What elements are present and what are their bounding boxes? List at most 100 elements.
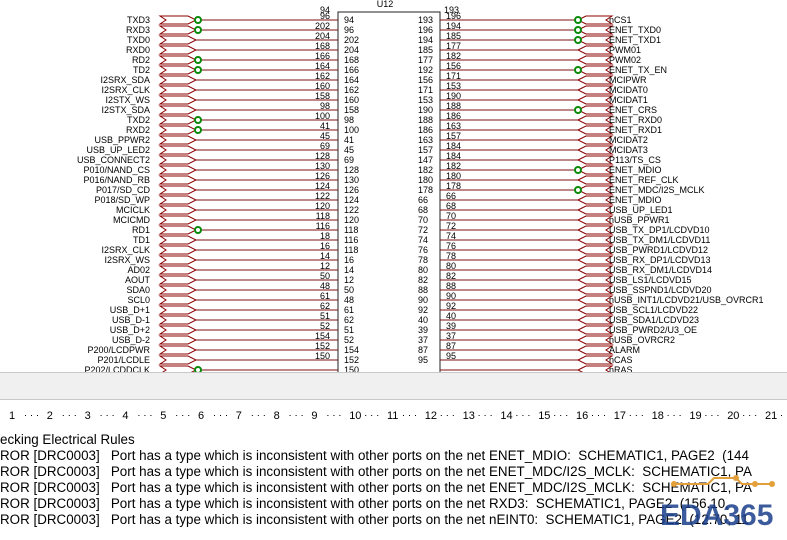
port-label: P201/LCDLE <box>97 355 150 365</box>
port-label: P010/NAND_CS <box>83 165 150 175</box>
log-error-line[interactable]: ROR [DRC0003] Port has a type which is i… <box>0 464 752 479</box>
ruler-dot <box>226 415 227 416</box>
ruler-dot <box>68 415 70 416</box>
ruler-dot <box>679 415 681 416</box>
port-symbol <box>576 295 614 305</box>
pin-number: 14 <box>320 251 330 261</box>
ruler-dot <box>749 415 751 416</box>
ruler-tick-label: 5 <box>160 410 166 422</box>
pin-number: 185 <box>418 45 433 55</box>
port-symbol <box>576 105 614 115</box>
pin-number: 61 <box>344 305 354 315</box>
ruler-dot <box>781 415 782 416</box>
log-error-line[interactable]: ROR [DRC0003] Port has a type which is i… <box>0 480 752 495</box>
ruler-dot <box>635 415 637 416</box>
pin-number: 98 <box>320 101 330 111</box>
port-label: MCICLK <box>116 205 150 215</box>
pin-number: 41 <box>320 121 330 131</box>
pin-number: 98 <box>344 115 354 125</box>
pin-number: 66 <box>446 191 456 201</box>
port-label: TD1 <box>133 235 150 245</box>
ruler-dot <box>371 415 373 416</box>
junction-dot <box>574 186 582 194</box>
port-symbol <box>158 135 198 145</box>
port-symbol <box>576 365 614 372</box>
pin-number: 51 <box>320 311 330 321</box>
junction-dot <box>194 116 202 124</box>
log-error-line[interactable]: ROR [DRC0003] Port has a type which is i… <box>0 496 729 511</box>
pin-number: 80 <box>446 261 456 271</box>
pin-number: 87 <box>418 345 428 355</box>
pin-number: 39 <box>418 325 428 335</box>
ruler-dot <box>415 415 416 416</box>
pin-number: 120 <box>315 201 330 211</box>
ruler-dot <box>327 415 329 416</box>
port-symbol <box>158 275 198 285</box>
pin-number: 87 <box>446 341 456 351</box>
pin-number: 94 <box>320 5 330 15</box>
pin-number: 40 <box>446 311 456 321</box>
port-label: USB_PWRD1/LCDVD12 <box>609 245 708 255</box>
ruler-dot <box>743 415 745 416</box>
pin-number: 18 <box>320 231 330 241</box>
ruler-dot <box>106 415 108 416</box>
pin-number: 171 <box>446 71 461 81</box>
ruler-tick-label: 21 <box>765 410 777 422</box>
schematic-canvas[interactable]: U12 94 193 TXD3 96 94 RXD3 202 96 TXD0 204 202 RXD0 1… <box>0 0 787 372</box>
port-symbol <box>576 285 614 295</box>
pin-number: 204 <box>315 31 330 41</box>
pin-number: 68 <box>446 201 456 211</box>
port-symbol <box>158 85 198 95</box>
pin-number: 182 <box>446 161 461 171</box>
pin-number: 50 <box>320 271 330 281</box>
port-label: MCIDAT0 <box>609 85 648 95</box>
port-label: P113/TS_CS <box>609 155 661 165</box>
pin-number: 82 <box>418 275 428 285</box>
session-log-output[interactable]: ecking Electrical Rules ROR [DRC0003] Po… <box>0 430 787 535</box>
pin-number: 171 <box>418 85 433 95</box>
port-symbol <box>158 195 198 205</box>
port-symbol <box>158 15 198 25</box>
horizontal-scrollbar[interactable] <box>0 372 787 400</box>
ruler-dot <box>263 415 265 416</box>
junction-dot <box>574 26 582 34</box>
port-symbol <box>576 345 614 355</box>
log-error-line[interactable]: ROR [DRC0003] Port has a type which is i… <box>0 512 749 527</box>
pin-number: 180 <box>446 171 461 181</box>
ruler-dot <box>755 415 757 416</box>
pin-number: 70 <box>446 211 456 221</box>
ruler-dot <box>365 415 367 416</box>
port-symbol <box>576 75 614 85</box>
pin-number: 160 <box>315 81 330 91</box>
ruler-tick-label: 8 <box>274 410 280 422</box>
port-symbol <box>576 135 614 145</box>
pin-number: 74 <box>418 235 428 245</box>
port-label: ENET_RXD0 <box>609 115 662 125</box>
ruler-dot <box>62 415 64 416</box>
ruler-dot <box>289 415 291 416</box>
pin-number: 61 <box>320 291 330 301</box>
port-symbol <box>576 315 614 325</box>
pin-number: 153 <box>446 81 461 91</box>
port-label: ENET_CRS <box>609 105 657 115</box>
port-label: ALARM <box>609 345 640 355</box>
ruler-dot <box>31 415 32 416</box>
port-symbol <box>576 245 614 255</box>
pin-number: 157 <box>446 131 461 141</box>
ruler-tick-label: 14 <box>500 410 512 422</box>
pin-number: 184 <box>446 141 461 151</box>
pin-number: 12 <box>320 261 330 271</box>
junction-dot <box>574 166 582 174</box>
pin-number: 154 <box>344 345 359 355</box>
pin-number: 66 <box>418 195 428 205</box>
pin-number: 94 <box>344 15 354 25</box>
pin-number: 166 <box>315 51 330 61</box>
port-symbol <box>576 325 614 335</box>
pin-number: 45 <box>344 145 354 155</box>
log-error-line[interactable]: ROR [DRC0003] Port has a type which is i… <box>0 448 749 463</box>
pin-number: 95 <box>418 355 428 365</box>
pin-number: 90 <box>446 291 456 301</box>
port-label: I2STX_WS <box>105 95 150 105</box>
port-label: nCAS <box>609 355 633 365</box>
